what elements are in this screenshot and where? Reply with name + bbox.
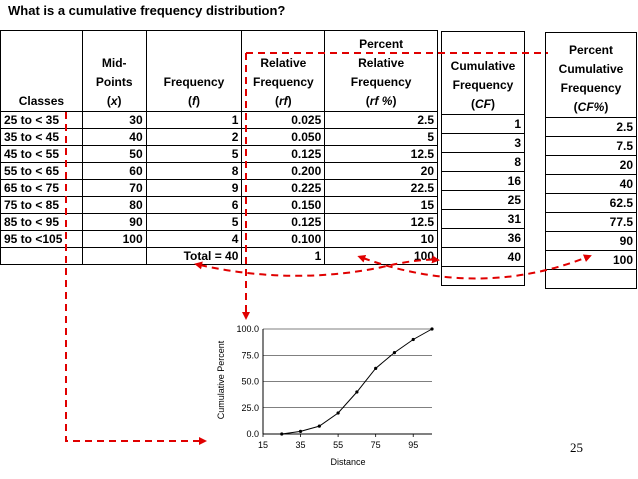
page-number: 25 bbox=[570, 440, 583, 455]
cell-relative-frequency: 0.150 bbox=[241, 196, 326, 214]
cell-pcf: 7.5 bbox=[545, 136, 637, 156]
table-row: 20 bbox=[545, 155, 637, 175]
percent-cumulative-frequency-table: Percent Cumulative Frequency (CF%) 2.5 7… bbox=[545, 32, 637, 289]
table-row: 7.5 bbox=[545, 136, 637, 156]
data-point bbox=[317, 424, 321, 428]
table-row: 85 to < 95 90 5 0.125 12.5 bbox=[0, 213, 438, 231]
x-tick-label: 75 bbox=[371, 440, 381, 450]
cell-pcf: 20 bbox=[545, 155, 637, 175]
data-point bbox=[336, 411, 340, 415]
header-frequency: Frequency (f) bbox=[145, 30, 243, 112]
data-point bbox=[280, 432, 284, 436]
x-tick-label: 35 bbox=[296, 440, 306, 450]
header-percent-relative-frequency: Percent Relative Frequency (rf %) bbox=[324, 30, 438, 112]
cell-classes: 35 to < 45 bbox=[0, 128, 83, 146]
y-axis-label: Cumulative Percent bbox=[216, 340, 226, 419]
header-cumulative-frequency: Cumulative Frequency (CF) bbox=[441, 31, 525, 115]
cell-classes: 45 to < 55 bbox=[0, 145, 83, 163]
cell-midpoint: 80 bbox=[81, 196, 147, 214]
cell-pcf: 77.5 bbox=[545, 212, 637, 232]
table-row bbox=[545, 269, 637, 289]
table-row: 90 bbox=[545, 231, 637, 251]
cell-relative-frequency: 0.125 bbox=[241, 145, 326, 163]
cell-classes: 25 to < 35 bbox=[0, 111, 83, 129]
cell-pcf: 90 bbox=[545, 231, 637, 251]
header-relative-frequency: Relative Frequency (rf) bbox=[241, 30, 326, 112]
x-tick-label: 95 bbox=[408, 440, 418, 450]
table-row: 75 to < 85 80 6 0.150 15 bbox=[0, 196, 438, 214]
y-tick-label: 25.0 bbox=[241, 403, 259, 413]
x-tick-label: 55 bbox=[333, 440, 343, 450]
header-percent-cumulative-frequency: Percent Cumulative Frequency (CF%) bbox=[545, 32, 637, 118]
data-point bbox=[392, 351, 397, 355]
arrow-rf-to-cf bbox=[194, 255, 440, 277]
data-point bbox=[355, 390, 359, 394]
table-header-row: Cumulative Frequency (CF) bbox=[441, 31, 525, 115]
y-tick-label: 0.0 bbox=[246, 429, 259, 439]
table-row: 25 to < 35 30 1 0.025 2.5 bbox=[0, 111, 438, 129]
frequency-table: Classes Mid- Points (x) Frequency (f) Re… bbox=[0, 30, 438, 265]
arrow-classes-to-chart bbox=[65, 112, 207, 445]
y-tick-label: 50.0 bbox=[241, 377, 259, 387]
table-header-row: Classes Mid- Points (x) Frequency (f) Re… bbox=[0, 30, 438, 112]
cell-relative-frequency: 0.025 bbox=[241, 111, 326, 129]
arrow-pcf-to-chart bbox=[246, 52, 548, 318]
data-point bbox=[411, 337, 415, 342]
table-header-row: Percent Cumulative Frequency (CF%) bbox=[545, 32, 637, 118]
header-midpoints: Mid- Points (x) bbox=[81, 30, 147, 112]
table-row: 95 to <105 100 4 0.100 10 bbox=[0, 230, 438, 248]
x-axis-label: Distance bbox=[330, 457, 365, 467]
cell-empty bbox=[441, 266, 525, 286]
cell-empty bbox=[545, 269, 637, 289]
cell-relative-frequency: 0.125 bbox=[241, 213, 326, 231]
table-row bbox=[441, 266, 525, 286]
table-row: 77.5 bbox=[545, 212, 637, 232]
table-row: 55 to < 65 60 8 0.200 20 bbox=[0, 162, 438, 180]
cumulative-percent-chart: 0.0 25.0 50.0 75.0 100.0 15 35 55 75 95 Cumulativ… bbox=[216, 324, 434, 467]
cell-classes: 65 to < 75 bbox=[0, 179, 83, 197]
data-point bbox=[374, 366, 378, 370]
cell-relative-frequency: 0.200 bbox=[241, 162, 326, 180]
data-point bbox=[298, 429, 303, 433]
x-tick-label: 15 bbox=[258, 440, 268, 450]
table-row: 35 to < 45 40 2 0.050 5 bbox=[0, 128, 438, 146]
y-tick-label: 75.0 bbox=[241, 350, 259, 360]
data-point bbox=[430, 327, 434, 331]
y-tick-label: 100.0 bbox=[236, 324, 259, 334]
table-row: 45 to < 55 50 5 0.125 12.5 bbox=[0, 145, 438, 163]
page-title: What is a cumulative frequency distribut… bbox=[8, 3, 286, 18]
header-classes: Classes bbox=[0, 30, 83, 112]
arrow-cf-to-pcf bbox=[357, 254, 592, 280]
cell-classes: 55 to < 65 bbox=[0, 162, 83, 180]
